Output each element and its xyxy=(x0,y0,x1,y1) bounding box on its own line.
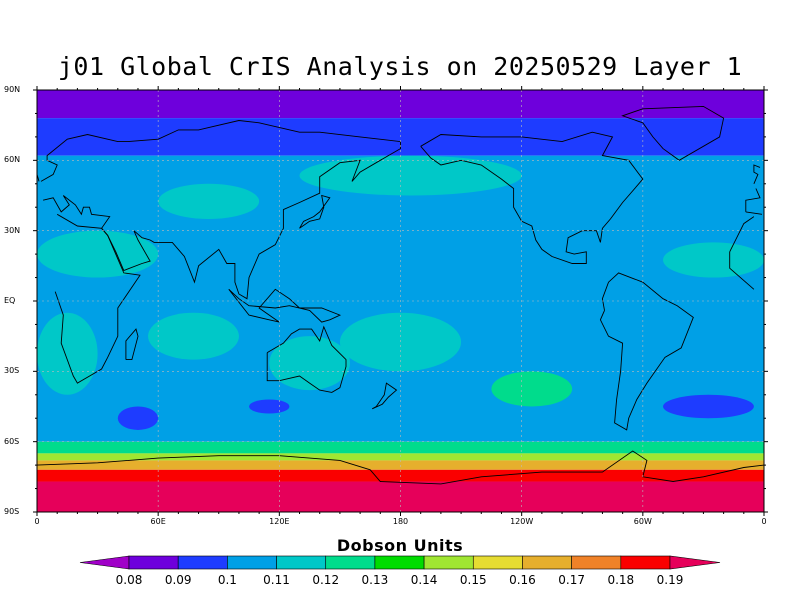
field-region-south-pacific xyxy=(491,371,573,407)
lat-label: 90N xyxy=(4,85,21,94)
field-band xyxy=(37,90,764,119)
lon-label: 120E xyxy=(269,517,290,526)
coastline-greenland xyxy=(621,105,725,161)
field-region-central-asia xyxy=(158,183,260,219)
coastline-new-zealand xyxy=(371,382,398,410)
colorbar-tick-label: 0.1 xyxy=(217,573,237,587)
lat-label: 60S xyxy=(4,436,20,446)
field-region-tropical-indian-ocean xyxy=(148,312,239,360)
colorbar-tick-label: 0.13 xyxy=(361,573,389,587)
lat-label: 30S xyxy=(4,366,20,376)
coastline-uk xyxy=(753,164,761,184)
coastline-australia xyxy=(266,325,347,393)
coastline-africa xyxy=(729,251,755,290)
colorbar-title: Dobson Units xyxy=(336,536,464,555)
field-region-north-atlantic-tropics xyxy=(663,242,764,278)
colorbar-tick-label: 0.15 xyxy=(459,573,487,587)
field-band xyxy=(37,155,764,442)
colorbar-box xyxy=(177,555,228,570)
colorbar-tick-label: 0.14 xyxy=(410,573,438,587)
colorbar-tick-label: 0.11 xyxy=(263,573,290,587)
colorbar-box xyxy=(472,555,523,570)
lon-label: 0 xyxy=(761,517,767,526)
field-region-southern-ocean-low-australia xyxy=(249,399,290,414)
lat-label: EQ xyxy=(4,296,16,305)
coastline-south-america xyxy=(599,272,694,431)
coastline-antarctica xyxy=(37,450,764,485)
field-region-australia xyxy=(269,336,351,391)
colorbar-tick-label: 0.12 xyxy=(312,573,340,587)
coastlines xyxy=(37,105,764,485)
lon-label: 120W xyxy=(510,517,534,526)
colorbar-tick-label: 0.17 xyxy=(558,573,585,587)
colorbar-tick-label: 0.19 xyxy=(656,573,684,587)
field-band xyxy=(37,441,764,454)
colorbar-box xyxy=(620,555,671,570)
coastline-indonesia xyxy=(228,288,342,323)
colorbar-box xyxy=(423,555,474,570)
colorbar-box xyxy=(374,555,425,570)
colorbar-right-arrow xyxy=(669,555,721,570)
field-region-north-pacific-band xyxy=(299,155,522,196)
field-region-southern-ocean-low-indian xyxy=(117,406,159,430)
colorbar-box xyxy=(522,555,572,570)
coastline-europe xyxy=(40,120,401,300)
colorbar xyxy=(79,555,721,570)
colorbar-box xyxy=(276,555,327,570)
colorbar-box xyxy=(128,555,179,570)
colorbar-tick-label: 0.08 xyxy=(115,573,143,587)
axis-ticks xyxy=(33,86,768,516)
field-region-southern-ocean-low-atlantic xyxy=(663,394,754,419)
lon-label: 60W xyxy=(633,517,652,526)
colorbar-box xyxy=(325,555,376,570)
lon-label: 180 xyxy=(392,517,409,526)
lat-label: 60N xyxy=(4,155,21,165)
field-region-central-pacific-south xyxy=(339,312,462,372)
coastline-japan xyxy=(299,194,331,229)
coastline-africa xyxy=(729,216,755,253)
field-region-north-africa-arabia xyxy=(37,230,159,278)
colorbar-tick-label: 0.18 xyxy=(607,573,635,587)
coastline-madagascar xyxy=(125,328,139,361)
coastline-europe xyxy=(745,211,763,215)
lon-label: 0 xyxy=(34,517,40,526)
colorbar-box xyxy=(227,555,277,570)
colorbar-left-arrow xyxy=(79,555,130,570)
chart-title: j01 Global CrIS Analysis on 20250529 Lay… xyxy=(57,52,743,81)
lat-label: 90S xyxy=(4,507,20,516)
colorbar-tick-label: 0.09 xyxy=(164,573,192,587)
lat-label: 30N xyxy=(4,225,21,235)
coastline-europe xyxy=(745,188,761,212)
coastline-north-america xyxy=(420,131,644,264)
colorbar-tick-label: 0.16 xyxy=(509,573,536,587)
field-region-south-atlantic-africa xyxy=(37,312,98,395)
colorbar-box xyxy=(571,555,622,570)
lon-label: 60E xyxy=(150,517,166,526)
grid-lines xyxy=(37,90,764,512)
